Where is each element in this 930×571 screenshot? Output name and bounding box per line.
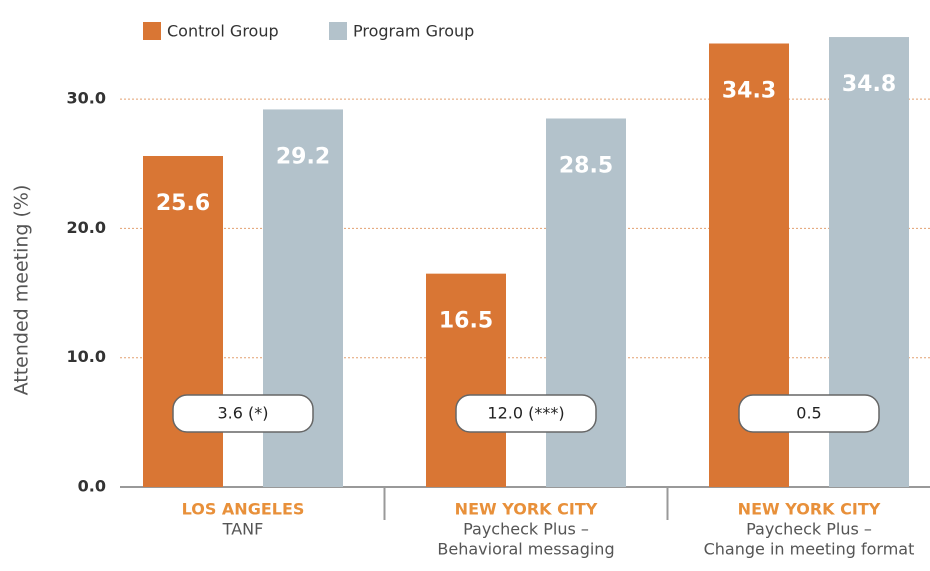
y-tick-label: 20.0 xyxy=(67,218,106,237)
value-label: 16.5 xyxy=(439,309,493,334)
legend-label: Program Group xyxy=(353,22,474,41)
legend-label: Control Group xyxy=(167,22,279,41)
annotation-box xyxy=(172,394,314,433)
category-detail: Paycheck Plus – xyxy=(463,520,589,539)
annotation: 3.6 (*) xyxy=(217,404,268,423)
value-label: 25.6 xyxy=(156,191,210,216)
category-label: LOS ANGELES xyxy=(182,500,305,519)
value-label: 34.3 xyxy=(722,79,776,104)
y-tick-label: 30.0 xyxy=(67,89,106,108)
category-detail: Paycheck Plus – xyxy=(746,520,872,539)
annotation: 0.5 xyxy=(796,404,821,423)
y-tick-label: 10.0 xyxy=(67,347,106,366)
value-label: 29.2 xyxy=(276,144,330,169)
legend-swatch xyxy=(329,22,347,40)
category-label: NEW YORK CITY xyxy=(455,500,598,519)
y-axis-label: Attended meeting (%) xyxy=(11,185,33,396)
category-detail: Change in meeting format xyxy=(704,540,915,559)
category-detail: TANF xyxy=(222,520,264,539)
bar xyxy=(426,273,506,487)
annotation-box xyxy=(455,394,597,433)
annotation-box xyxy=(738,394,880,433)
category-detail: Behavioral messaging xyxy=(437,540,614,559)
value-label: 28.5 xyxy=(559,153,613,178)
annotation: 12.0 (***) xyxy=(487,404,564,423)
legend-swatch xyxy=(143,22,161,40)
value-label: 34.8 xyxy=(842,72,896,97)
y-tick-label: 0.0 xyxy=(78,477,106,496)
category-label: NEW YORK CITY xyxy=(738,500,881,519)
